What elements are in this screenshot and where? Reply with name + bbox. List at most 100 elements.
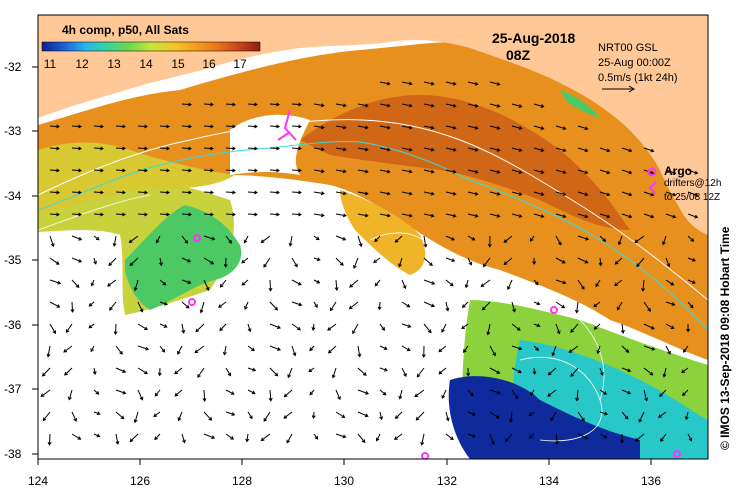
current-vector-head: [408, 191, 413, 196]
current-vector-head: [56, 124, 60, 129]
current-vector-head: [547, 393, 552, 397]
current-vector-head: [406, 347, 411, 352]
current-vector: [42, 367, 51, 377]
colorbar-tick: 13: [107, 57, 121, 71]
current-vector: [643, 345, 655, 351]
current-vector-head: [298, 190, 302, 195]
current-vector: [687, 257, 696, 262]
sst-central-tongue: [340, 190, 426, 275]
current-vector: [49, 323, 56, 334]
current-vector: [687, 169, 698, 174]
current-vector-head: [315, 236, 320, 241]
current-vector: [93, 169, 104, 172]
current-vector-head: [379, 416, 384, 421]
current-vector: [269, 389, 272, 401]
current-vector-head: [466, 372, 471, 377]
current-vector-head: [375, 437, 380, 442]
current-vector: [203, 279, 210, 291]
current-vector-head: [244, 305, 248, 310]
current-vector-head: [154, 436, 158, 441]
current-vector: [638, 411, 645, 423]
current-vector-head: [232, 190, 236, 195]
current-vector-head: [108, 262, 113, 267]
current-vector: [313, 433, 318, 440]
current-vector-head: [518, 214, 523, 218]
current-vector: [489, 433, 495, 445]
current-vector-head: [145, 346, 150, 351]
current-vector: [93, 411, 100, 415]
current-vector: [663, 367, 667, 377]
current-vector-head: [254, 190, 258, 195]
current-vector-head: [129, 262, 134, 267]
current-vector: [153, 411, 161, 417]
current-vector-head: [337, 396, 341, 401]
current-vector-head: [297, 281, 302, 286]
current-vector-head: [474, 81, 479, 86]
current-vector: [225, 433, 234, 440]
current-vector-head: [408, 147, 413, 152]
current-vector: [467, 147, 478, 151]
current-vector-head: [606, 192, 611, 197]
current-vector-head: [386, 147, 391, 152]
current-vector: [219, 323, 227, 331]
current-vector-head: [276, 102, 280, 107]
current-vector: [461, 323, 469, 329]
current-vector: [137, 213, 148, 216]
current-vector: [335, 257, 344, 266]
current-vector: [445, 433, 454, 440]
current-vector: [511, 191, 522, 196]
current-vector: [159, 323, 167, 328]
current-vector: [225, 389, 235, 395]
current-vector-head: [297, 326, 301, 331]
current-vector-head: [540, 192, 545, 196]
current-vector: [269, 345, 281, 351]
cloud-gap: [230, 114, 310, 175]
current-vector: [269, 323, 281, 329]
current-vector: [49, 213, 60, 216]
current-vector: [181, 103, 192, 106]
current-vector: [269, 147, 280, 150]
current-vector: [335, 147, 346, 151]
current-vector: [665, 323, 675, 329]
x-axis-tick-label: 134: [538, 474, 560, 488]
current-vector: [357, 389, 369, 395]
current-vector: [599, 367, 604, 376]
current-vector-head: [617, 241, 622, 246]
current-vector: [421, 433, 425, 445]
current-vector: [335, 213, 346, 217]
current-vector: [550, 411, 557, 421]
current-vector-head: [210, 212, 214, 217]
current-vector-head: [219, 327, 223, 332]
current-vector: [555, 213, 566, 218]
current-vector-head: [78, 146, 82, 151]
current-vector-head: [298, 146, 302, 151]
current-vector-head: [195, 328, 200, 333]
current-vector-head: [115, 440, 120, 445]
current-vector-head: [41, 372, 46, 377]
current-vector-head: [584, 170, 589, 175]
current-vector-head: [352, 330, 356, 335]
current-vector: [247, 125, 258, 128]
current-vector: [159, 257, 162, 266]
current-vector-head: [452, 213, 457, 218]
current-vector-head: [496, 170, 501, 174]
current-vector-head: [504, 438, 509, 443]
current-vector: [445, 257, 455, 262]
current-vector: [577, 279, 585, 290]
current-vector-head: [144, 124, 148, 129]
current-vector-head: [438, 348, 443, 353]
current-vector-head: [364, 169, 369, 174]
current-vector: [489, 411, 500, 419]
current-vector: [593, 301, 601, 307]
current-vector-head: [292, 352, 297, 357]
current-vector-head: [672, 214, 677, 219]
current-vector: [269, 279, 272, 291]
map-frame: [37, 14, 709, 460]
current-vector-head: [92, 371, 97, 375]
current-vector-head: [232, 124, 236, 129]
current-vector-head: [174, 392, 179, 397]
current-vector-head: [254, 212, 258, 217]
current-vector: [115, 191, 126, 194]
current-vector-head: [441, 328, 445, 333]
current-vector: [42, 411, 51, 421]
